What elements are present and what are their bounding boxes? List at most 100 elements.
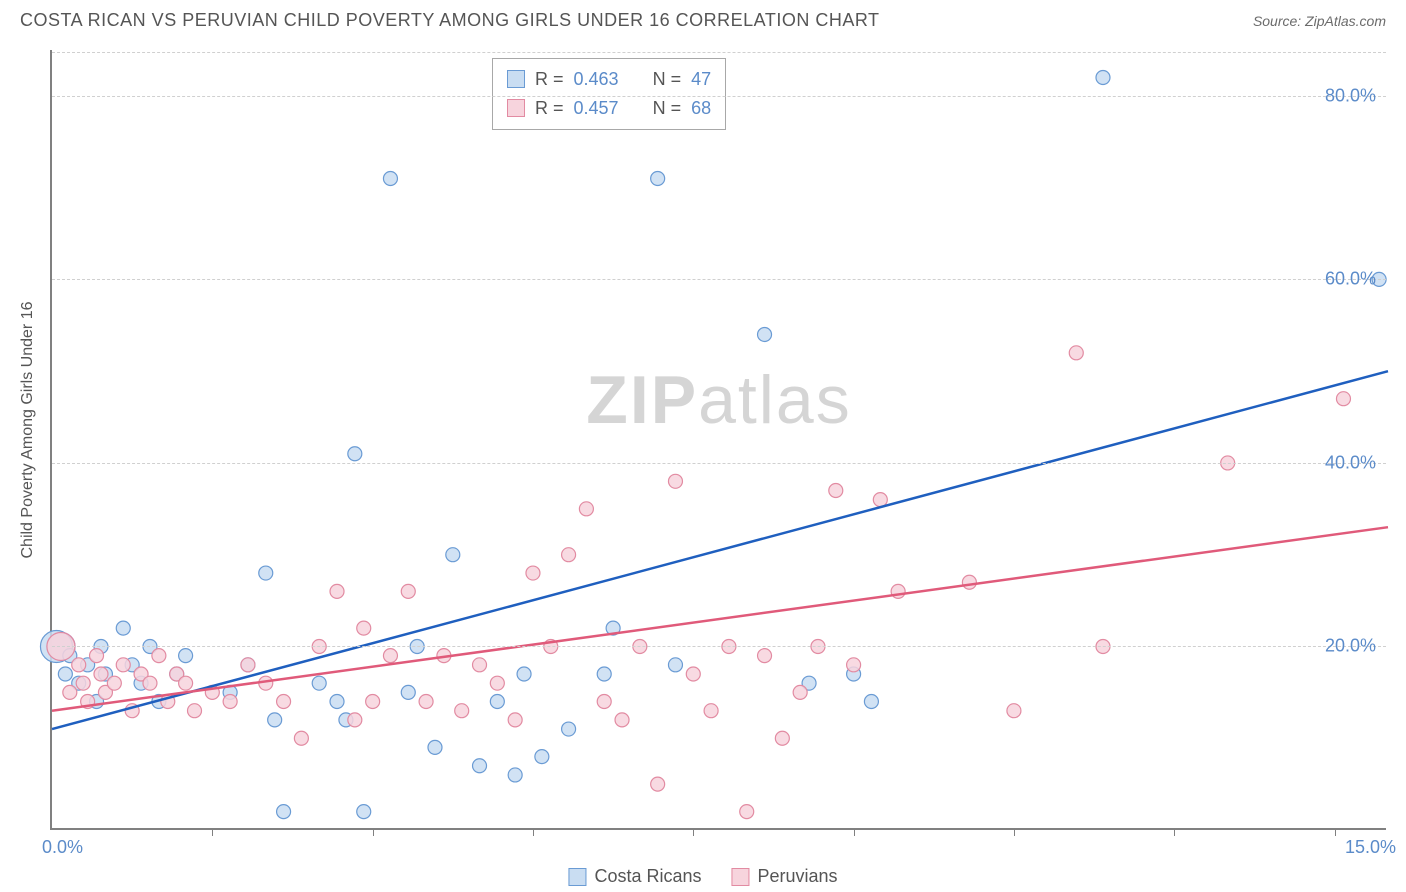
chart-title: COSTA RICAN VS PERUVIAN CHILD POVERTY AM… (20, 10, 880, 31)
data-point[interactable] (188, 704, 202, 718)
data-point[interactable] (686, 667, 700, 681)
data-point[interactable] (526, 566, 540, 580)
data-point[interactable] (428, 740, 442, 754)
data-point[interactable] (562, 548, 576, 562)
x-tick-mark (854, 828, 855, 836)
data-point[interactable] (490, 695, 504, 709)
data-point[interactable] (419, 695, 433, 709)
data-point[interactable] (446, 548, 460, 562)
data-point[interactable] (473, 759, 487, 773)
data-point[interactable] (179, 676, 193, 690)
data-point[interactable] (348, 447, 362, 461)
data-point[interactable] (259, 566, 273, 580)
data-point[interactable] (268, 713, 282, 727)
n-value: 68 (691, 94, 711, 123)
n-value: 47 (691, 65, 711, 94)
data-point[interactable] (294, 731, 308, 745)
data-point[interactable] (116, 621, 130, 635)
data-point[interactable] (348, 713, 362, 727)
data-point[interactable] (401, 685, 415, 699)
data-point[interactable] (597, 667, 611, 681)
data-point[interactable] (793, 685, 807, 699)
data-point[interactable] (651, 171, 665, 185)
data-point[interactable] (758, 649, 772, 663)
data-point[interactable] (312, 676, 326, 690)
correlation-row-0: R = 0.463 N = 47 (507, 65, 711, 94)
data-point[interactable] (517, 667, 531, 681)
data-point[interactable] (1007, 704, 1021, 718)
x-tick-mark (533, 828, 534, 836)
source-attribution: Source: ZipAtlas.com (1253, 13, 1386, 29)
data-point[interactable] (473, 658, 487, 672)
x-tick-mark (693, 828, 694, 836)
y-axis-label: Child Poverty Among Girls Under 16 (19, 302, 37, 559)
data-point[interactable] (401, 584, 415, 598)
grid-line (52, 96, 1386, 97)
data-point[interactable] (179, 649, 193, 663)
grid-line (52, 52, 1386, 53)
x-tick-mark (1174, 828, 1175, 836)
data-point[interactable] (775, 731, 789, 745)
data-point[interactable] (579, 502, 593, 516)
data-point[interactable] (107, 676, 121, 690)
legend-label: Peruvians (758, 866, 838, 887)
x-tick-left: 0.0% (42, 837, 83, 858)
data-point[interactable] (241, 658, 255, 672)
data-point[interactable] (740, 805, 754, 819)
data-point[interactable] (597, 695, 611, 709)
data-point[interactable] (366, 695, 380, 709)
data-point[interactable] (508, 713, 522, 727)
data-point[interactable] (1069, 346, 1083, 360)
trend-line (52, 371, 1388, 729)
data-point[interactable] (535, 750, 549, 764)
data-point[interactable] (330, 584, 344, 598)
data-point[interactable] (63, 685, 77, 699)
data-point[interactable] (668, 658, 682, 672)
data-point[interactable] (508, 768, 522, 782)
data-point[interactable] (1336, 392, 1350, 406)
data-point[interactable] (704, 704, 718, 718)
data-point[interactable] (223, 695, 237, 709)
r-label: R = (535, 65, 564, 94)
y-tick-label: 40.0% (1325, 452, 1376, 473)
data-point[interactable] (72, 658, 86, 672)
data-point[interactable] (116, 658, 130, 672)
data-point[interactable] (94, 667, 108, 681)
y-tick-label: 60.0% (1325, 269, 1376, 290)
data-point[interactable] (651, 777, 665, 791)
data-point[interactable] (490, 676, 504, 690)
r-value: 0.457 (574, 94, 619, 123)
data-point[interactable] (615, 713, 629, 727)
data-point[interactable] (357, 805, 371, 819)
grid-line (52, 463, 1386, 464)
data-point[interactable] (76, 676, 90, 690)
data-point[interactable] (1096, 71, 1110, 85)
data-point[interactable] (668, 474, 682, 488)
data-point[interactable] (383, 171, 397, 185)
data-point[interactable] (58, 667, 72, 681)
data-point[interactable] (383, 649, 397, 663)
data-point[interactable] (562, 722, 576, 736)
data-point[interactable] (277, 695, 291, 709)
data-point[interactable] (873, 493, 887, 507)
n-label: N = (653, 94, 682, 123)
data-point[interactable] (455, 704, 469, 718)
plot-area: ZIPatlas R = 0.463 N = 47 R = 0.457 N = … (50, 50, 1386, 830)
data-point[interactable] (330, 695, 344, 709)
data-point[interactable] (152, 649, 166, 663)
swatch-icon (732, 868, 750, 886)
data-point[interactable] (864, 695, 878, 709)
x-tick-mark (1014, 828, 1015, 836)
x-tick-mark (1335, 828, 1336, 836)
grid-line (52, 646, 1386, 647)
data-point[interactable] (962, 575, 976, 589)
data-point[interactable] (277, 805, 291, 819)
data-point[interactable] (143, 676, 157, 690)
data-point[interactable] (847, 658, 861, 672)
legend-label: Costa Ricans (594, 866, 701, 887)
x-tick-right: 15.0% (1345, 837, 1396, 858)
data-point[interactable] (758, 327, 772, 341)
data-point[interactable] (357, 621, 371, 635)
data-point[interactable] (90, 649, 104, 663)
data-point[interactable] (829, 483, 843, 497)
